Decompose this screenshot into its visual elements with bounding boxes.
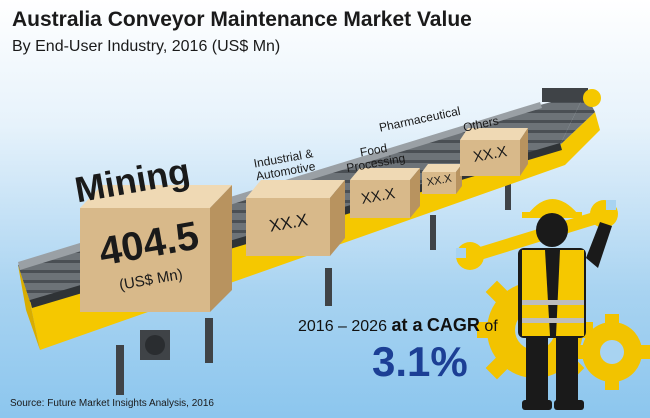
food-box <box>350 168 420 218</box>
industrial-box <box>246 180 345 256</box>
cagr-of: of <box>484 318 498 335</box>
cagr-text: 2016 – 2026 at a CAGR of <box>298 315 498 336</box>
cagr-at-a: at a <box>391 315 423 335</box>
wrench-icon <box>456 200 618 270</box>
cagr-period: 2016 – 2026 <box>298 318 387 335</box>
source-note: Source: Future Market Insights Analysis,… <box>10 398 214 409</box>
others-box <box>460 128 528 176</box>
chart-title: Australia Conveyor Maintenance Market Va… <box>12 8 472 31</box>
cagr-label: CAGR <box>426 315 480 335</box>
chart-subtitle: By End-User Industry, 2016 (US$ Mn) <box>12 38 281 55</box>
mining-box <box>80 185 232 312</box>
cagr-value: 3.1% <box>372 338 468 385</box>
worker-icon <box>456 199 618 410</box>
